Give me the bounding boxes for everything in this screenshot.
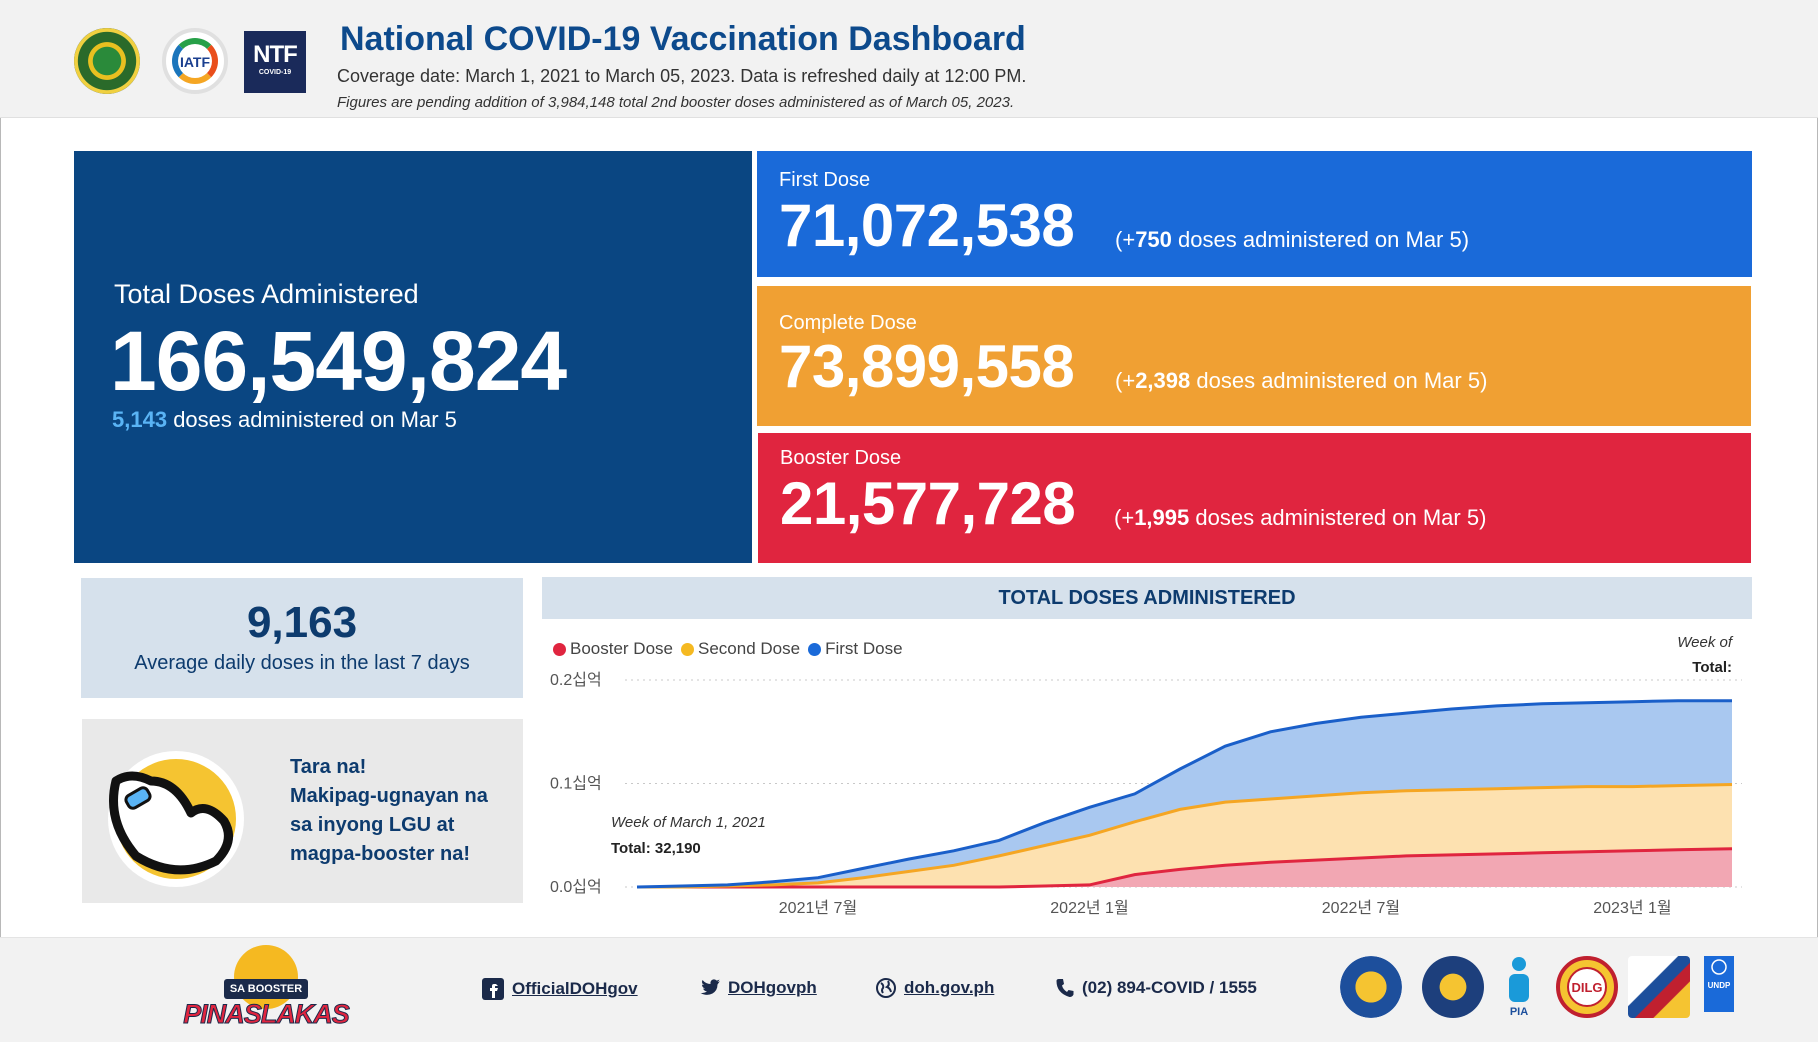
total-doses-chart[interactable]: 0.0십억 0.1십억 0.2십억 2021년 7월 2022년 1월 2022년 7월 2… [542, 625, 1752, 925]
dilg-seal-icon: DILG [1556, 956, 1618, 1018]
total-doses-value: 166,549,824 [110, 314, 567, 408]
chart-tooltip-total: Total: 32,190 [611, 840, 701, 857]
first-dose-line [636, 699, 1732, 889]
first-dose-value: 71,072,538 [779, 192, 1075, 259]
globe-icon [876, 978, 896, 998]
pinaslakas-tag: SA BOOSTER [224, 979, 308, 999]
iatf-logo-icon: IATF [162, 28, 228, 94]
pinaslakas-logo: SA BOOSTER PINASLAKAS [182, 945, 351, 1030]
svg-text:PIA: PIA [1510, 1006, 1528, 1018]
complete-dose-value: 73,899,558 [779, 333, 1075, 400]
svg-text:DILG: DILG [1571, 980, 1602, 995]
total-doses-label: Total Doses Administered [114, 279, 419, 309]
x-tick-label: 2023년 1월 [1593, 899, 1671, 917]
chart-title: TOTAL DOSES ADMINISTERED [542, 577, 1752, 619]
legend-second[interactable]: Second Dose [681, 639, 800, 659]
doh-seal-icon [74, 28, 140, 94]
website-contact: doh.gov.ph [876, 978, 994, 998]
total-daily-suffix: doses administered on Mar 5 [173, 407, 457, 432]
presidential-seal-icon [1340, 956, 1402, 1018]
legend-booster-dot [553, 642, 566, 656]
x-tick-label: 2021년 7월 [779, 899, 857, 917]
total-daily-count: 5,143 [112, 407, 168, 432]
complete-dose-label: Complete Dose [779, 312, 917, 334]
first-dose-increment: (+750 doses administered on Mar 5) [1115, 227, 1470, 252]
second-dose-line [637, 783, 1733, 889]
x-tick-label: 2022년 1월 [1050, 899, 1128, 917]
total-doses-card: Total Doses Administered 166,549,824 5,1… [74, 151, 752, 563]
legend-first[interactable]: First Dose [808, 639, 903, 659]
pcoo-seal-icon [1422, 956, 1484, 1018]
phone-contact: (02) 894-COVID / 1555 [1056, 978, 1257, 998]
booster-dose-card: Booster Dose 21,577,728 (+1,995 doses ad… [758, 433, 1751, 563]
booster-dose-label: Booster Dose [780, 447, 902, 469]
promo-message: Tara na! Makipag-ugnayan na sa inyong LG… [290, 756, 488, 865]
phone-number: (02) 894-COVID / 1555 [1082, 978, 1257, 997]
total-daily: 5,143 doses administered on Mar 5 [112, 407, 457, 433]
cabinet-seal-icon [1628, 956, 1690, 1018]
facebook-contact: OfficialDOHgov [482, 978, 638, 1000]
undp-logo-icon: UNDP [1704, 956, 1734, 1012]
flexed-arm-icon [108, 751, 244, 887]
facebook-link[interactable]: OfficialDOHgov [512, 979, 638, 998]
y-tick-label: 0.2십억 [550, 671, 602, 689]
coverage-date: Coverage date: March 1, 2021 to March 05… [337, 66, 1027, 86]
phone-icon [1056, 979, 1074, 997]
average-daily-label: Average daily doses in the last 7 days [134, 652, 470, 674]
legend-booster[interactable]: Booster Dose [553, 639, 673, 659]
twitter-icon [700, 979, 720, 995]
pinaslakas-wordmark: PINASLAKAS [183, 999, 351, 1030]
booster-promo: Tara na! Makipag-ugnayan na sa inyong LG… [82, 719, 523, 903]
booster-dose-area [637, 848, 1732, 887]
pia-logo-icon: PIA [1509, 957, 1529, 1018]
chart-legend: Booster Dose Second Dose First Dose [553, 639, 903, 659]
average-daily-card: 9,163 Average daily doses in the last 7 … [81, 578, 523, 698]
pending-note: Figures are pending addition of 3,984,14… [337, 94, 1015, 111]
average-daily-value: 9,163 [246, 598, 358, 647]
complete-dose-increment: (+2,398 doses administered on Mar 5) [1115, 368, 1488, 393]
booster-dose-line [637, 847, 1733, 889]
website-link[interactable]: doh.gov.ph [904, 978, 995, 997]
ntf-logo-icon: NTF COVID-19 [244, 31, 306, 93]
svg-text:UNDP: UNDP [1708, 981, 1731, 990]
chart-tooltip-week: Week of March 1, 2021 [611, 814, 766, 831]
first-dose-label: First Dose [779, 169, 871, 191]
x-tick-label: 2022년 7월 [1322, 899, 1400, 917]
booster-dose-value: 21,577,728 [780, 470, 1076, 537]
legend-first-dot [808, 642, 822, 656]
y-tick-label: 0.0십억 [550, 878, 602, 896]
header: IATF NTF COVID-19 National COVID-19 Vacc… [0, 0, 1818, 118]
y-tick-label: 0.1십억 [550, 775, 602, 793]
twitter-link[interactable]: DOHgovph [728, 978, 817, 997]
chart-week-header: Week of [1677, 634, 1732, 651]
chart-total-header: Total: [1692, 659, 1732, 676]
facebook-icon [482, 978, 504, 1000]
complete-dose-card: Complete Dose 73,899,558 (+2,398 doses a… [757, 286, 1751, 426]
twitter-contact: DOHgovph [700, 978, 817, 998]
booster-dose-increment: (+1,995 doses administered on Mar 5) [1114, 505, 1487, 530]
legend-second-dot [681, 642, 694, 656]
page-title: National COVID-19 Vaccination Dashboard [340, 20, 1026, 58]
first-dose-card: First Dose 71,072,538 (+750 doses admini… [757, 151, 1752, 277]
